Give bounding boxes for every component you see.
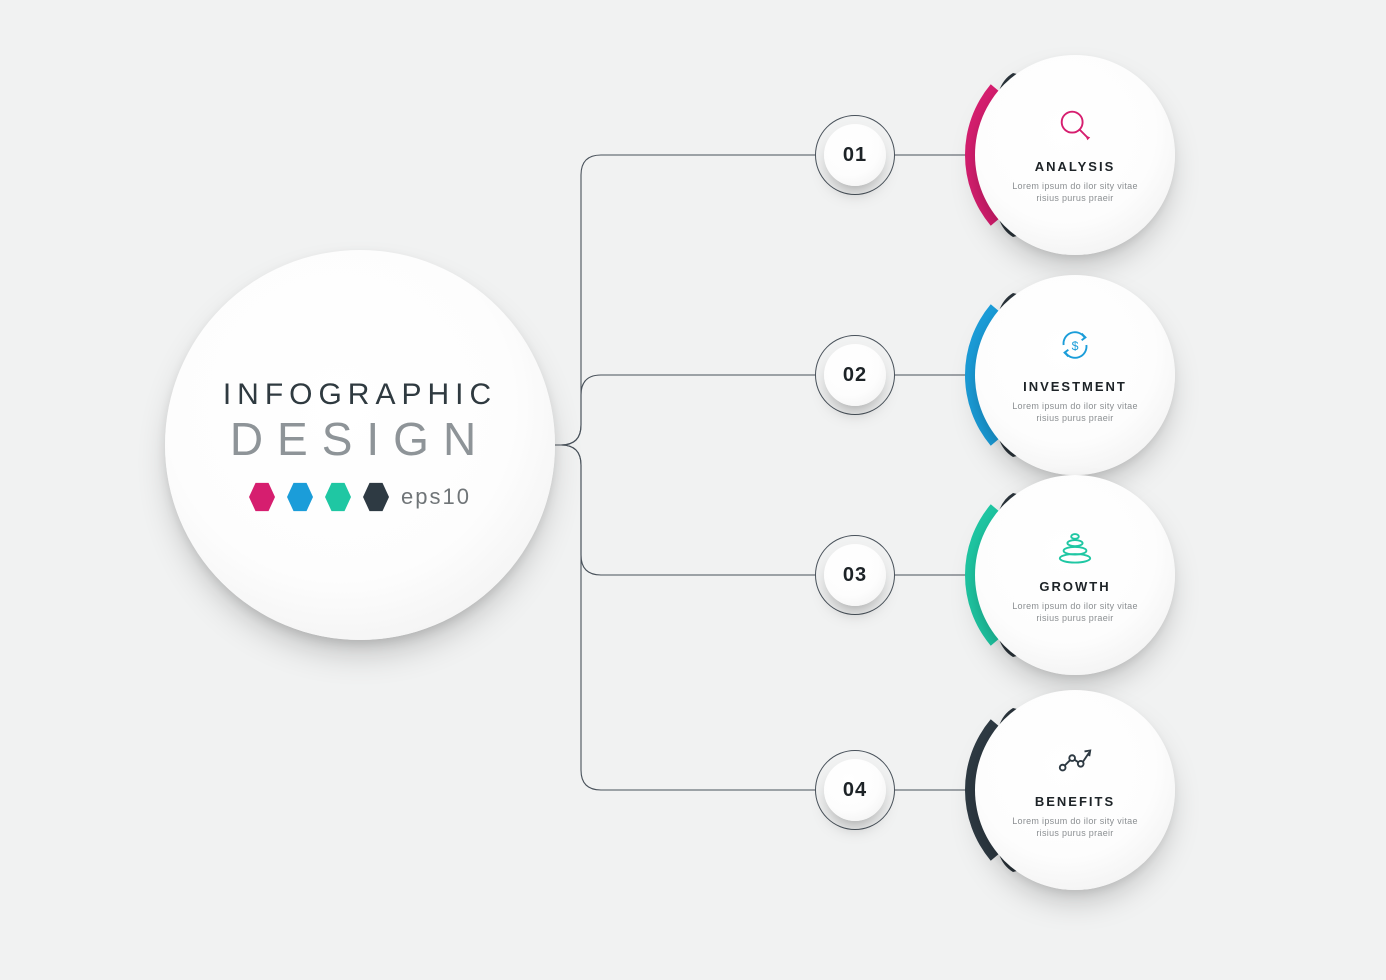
item-desc: Lorem ipsum do ilor sity vitae risius pu… [1003, 600, 1147, 624]
item-desc: Lorem ipsum do ilor sity vitae risius pu… [1003, 815, 1147, 839]
step-badge-01: 01 [815, 115, 895, 195]
item-circle: GROWTH Lorem ipsum do ilor sity vitae ris… [975, 475, 1175, 675]
hex-2 [287, 482, 313, 512]
item-title: BENEFITS [1035, 794, 1115, 809]
hex-1 [249, 482, 275, 512]
step-badge-number: 01 [824, 124, 886, 186]
item-desc: Lorem ipsum do ilor sity vitae risius pu… [1003, 180, 1147, 204]
hex-4 [363, 482, 389, 512]
step-badge-02: 02 [815, 335, 895, 415]
item-circle: BENEFITS Lorem ipsum do ilor sity vitae r… [975, 690, 1175, 890]
step-item-02: $ INVESTMENT Lorem ipsum do ilor sity vit… [975, 275, 1175, 475]
svg-text:$: $ [1072, 339, 1079, 353]
hex-row: eps10 [249, 482, 471, 512]
item-title: GROWTH [1039, 579, 1110, 594]
main-title-line1: INFOGRAPHIC [223, 378, 497, 412]
hex-3 [325, 482, 351, 512]
step-item-04: BENEFITS Lorem ipsum do ilor sity vitae r… [975, 690, 1175, 890]
step-badge-number: 04 [824, 759, 886, 821]
main-title-line2: DESIGN [230, 412, 490, 466]
eps-label: eps10 [401, 484, 471, 510]
item-title: ANALYSIS [1035, 159, 1116, 174]
step-badge-03: 03 [815, 535, 895, 615]
pyramid-icon [1056, 526, 1094, 569]
dollar-cycle-icon: $ [1056, 326, 1094, 369]
infographic-stage: INFOGRAPHIC DESIGN eps10 01 ANALYSIS Lore… [0, 0, 1386, 980]
item-desc: Lorem ipsum do ilor sity vitae risius pu… [1003, 400, 1147, 424]
main-circle: INFOGRAPHIC DESIGN eps10 [165, 250, 555, 640]
item-title: INVESTMENT [1023, 379, 1127, 394]
step-item-03: GROWTH Lorem ipsum do ilor sity vitae ris… [975, 475, 1175, 675]
step-badge-04: 04 [815, 750, 895, 830]
step-item-01: ANALYSIS Lorem ipsum do ilor sity vitae r… [975, 55, 1175, 255]
trend-icon [1056, 741, 1094, 784]
step-badge-number: 02 [824, 344, 886, 406]
item-circle: ANALYSIS Lorem ipsum do ilor sity vitae r… [975, 55, 1175, 255]
magnifier-icon [1056, 106, 1094, 149]
step-badge-number: 03 [824, 544, 886, 606]
item-circle: $ INVESTMENT Lorem ipsum do ilor sity vit… [975, 275, 1175, 475]
